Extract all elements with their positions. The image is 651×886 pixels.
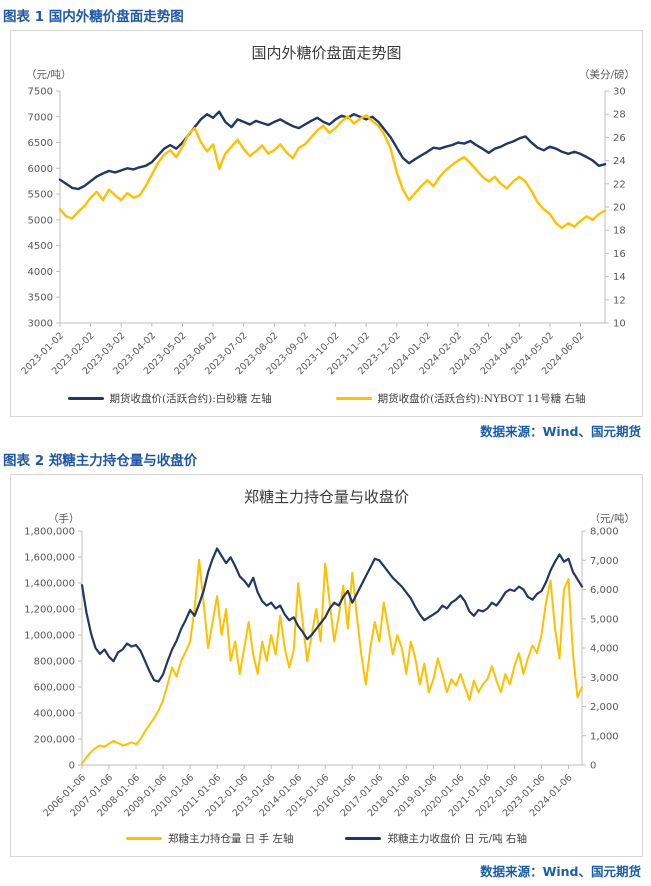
svg-text:24: 24 (613, 156, 626, 167)
chart2-legend: 郑糖主力持仓量 日 手 左轴 郑糖主力收盘价 日 元/吨 右轴 (11, 829, 642, 856)
legend-item-nybot-sugar: 期货收盘价(活跃合约):NYBOT 11号糖 右轴 (335, 391, 586, 406)
svg-text:7000: 7000 (28, 112, 53, 123)
close-price-line-swatch (345, 836, 382, 841)
chart2-title: 郑糖主力持仓量与收盘价 (243, 488, 409, 506)
svg-text:6000: 6000 (28, 164, 53, 175)
chart1-legend: 期货收盘价(活跃合约):白砂糖 左轴 期货收盘价(活跃合约):NYBOT 11号… (11, 389, 642, 416)
svg-text:1,000: 1,000 (590, 731, 619, 742)
figure1-caption: 图表 1 国内外糖价盘面走势图 (3, 9, 184, 25)
svg-text:1,600,000: 1,600,000 (24, 553, 75, 564)
legend-item-close-price: 郑糖主力收盘价 日 元/吨 右轴 (345, 831, 527, 846)
svg-text:7500: 7500 (28, 87, 53, 98)
svg-text:10: 10 (613, 319, 626, 330)
svg-text:800,000: 800,000 (34, 657, 75, 668)
nybot-sugar-line-swatch (335, 396, 372, 401)
svg-text:1,200,000: 1,200,000 (24, 605, 75, 616)
svg-text:5,000: 5,000 (590, 614, 619, 625)
svg-text:28: 28 (613, 110, 626, 121)
legend-label: 郑糖主力持仓量 日 手 左轴 (167, 833, 294, 845)
legend-item-white-sugar: 期货收盘价(活跃合约):白砂糖 左轴 (67, 391, 272, 406)
svg-text:400,000: 400,000 (34, 709, 75, 720)
svg-text:14: 14 (613, 272, 626, 283)
svg-text:4000: 4000 (28, 267, 53, 278)
svg-text:4500: 4500 (28, 241, 53, 252)
svg-text:0: 0 (69, 761, 75, 772)
svg-text:（元/吨）: （元/吨） (26, 68, 72, 81)
legend-label: 期货收盘价(活跃合约):NYBOT 11号糖 右轴 (377, 393, 586, 405)
svg-text:30: 30 (613, 87, 626, 98)
svg-text:2,000: 2,000 (590, 702, 619, 713)
svg-text:5000: 5000 (28, 215, 53, 226)
svg-text:22: 22 (613, 179, 626, 190)
open-interest-line-swatch (125, 836, 162, 841)
svg-text:6,000: 6,000 (590, 585, 619, 596)
svg-text:5500: 5500 (28, 190, 53, 201)
zhengzhou-sugar-openinterest-price-chart: （手） （元/吨） 0 200,000 400,000 600,000 800,000 1,0… (24, 512, 635, 819)
svg-text:16: 16 (613, 249, 626, 260)
legend-label: 期货收盘价(活跃合约):白砂糖 左轴 (109, 393, 272, 405)
svg-text:20: 20 (613, 203, 626, 214)
svg-text:8,000: 8,000 (590, 527, 619, 538)
svg-text:1,000,000: 1,000,000 (24, 631, 75, 642)
svg-text:4,000: 4,000 (590, 644, 619, 655)
svg-text:（元/吨）: （元/吨） (589, 512, 635, 525)
svg-text:3500: 3500 (28, 293, 53, 304)
figure2-box: 郑糖主力持仓量与收盘价 （手） （元/吨） 0 200,000 400,000 600,0… (10, 474, 643, 857)
svg-text:7,000: 7,000 (590, 556, 619, 567)
svg-text:1,800,000: 1,800,000 (24, 527, 75, 538)
figure2-caption: 图表 2 郑糖主力持仓量与收盘价 (3, 453, 198, 469)
legend-label: 郑糖主力收盘价 日 元/吨 右轴 (387, 833, 528, 845)
svg-text:（美分/磅）: （美分/磅） (579, 68, 635, 81)
svg-text:12: 12 (613, 295, 626, 306)
svg-text:3000: 3000 (28, 319, 53, 330)
svg-text:26: 26 (613, 133, 626, 144)
legend-item-open-interest: 郑糖主力持仓量 日 手 左轴 (125, 831, 294, 846)
figure1-box: 国内外糖价盘面走势图 （元/吨） （美分/磅） 3000 3500 4000 4500 50… (10, 30, 643, 417)
svg-text:200,000: 200,000 (34, 735, 75, 746)
svg-text:0: 0 (590, 761, 596, 772)
domestic-foreign-sugar-price-chart: （元/吨） （美分/磅） 3000 3500 4000 4500 5000 5500 6000 6… (19, 68, 635, 377)
chart1-title: 国内外糖价盘面走势图 (251, 44, 402, 62)
svg-text:3,000: 3,000 (590, 673, 619, 684)
white-sugar-line-swatch (67, 396, 104, 401)
svg-text:600,000: 600,000 (34, 683, 75, 694)
svg-text:18: 18 (613, 226, 626, 237)
svg-text:6500: 6500 (28, 138, 53, 149)
figure1-data-source: 数据来源：Wind、国元期货 (480, 424, 641, 439)
svg-text:1,400,000: 1,400,000 (24, 579, 75, 590)
svg-text:（手）: （手） (48, 512, 80, 525)
figure2-data-source: 数据来源：Wind、国元期货 (480, 864, 641, 879)
